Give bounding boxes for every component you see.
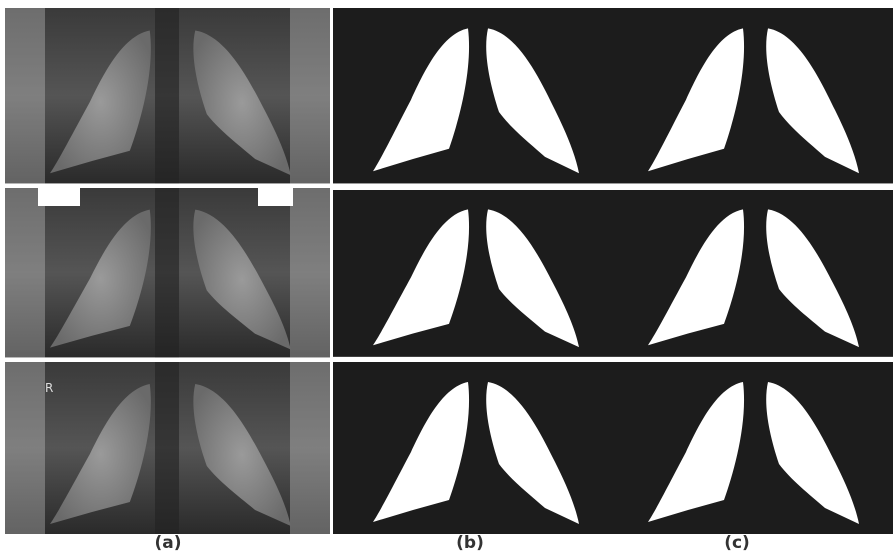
masks-row-2 (333, 190, 893, 357)
xray-patch (258, 188, 293, 206)
panel-label: (c) (724, 533, 750, 553)
xray-marker: R (45, 381, 53, 395)
panel-label: (a) (154, 533, 181, 553)
xray-row-3 (5, 362, 330, 534)
masks-row-3 (333, 362, 893, 534)
masks-row-1 (333, 8, 893, 183)
figure: R (a) (b) (c) (0, 0, 893, 559)
xray-row-1 (5, 8, 330, 183)
xray-patch (38, 188, 80, 206)
panel-label: (b) (456, 533, 484, 553)
xray-row-2 (5, 188, 330, 357)
